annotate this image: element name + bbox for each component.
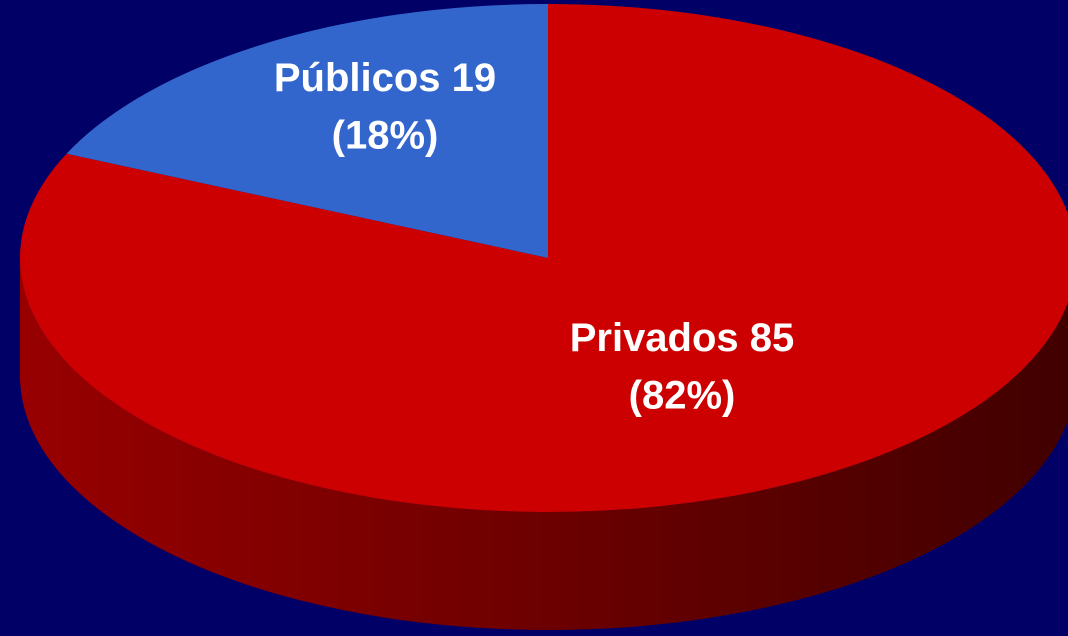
slice-label: Públicos 19 [274, 56, 496, 100]
percentage-label: (82%) [629, 374, 736, 418]
slice [20, 4, 1068, 512]
slice [66, 4, 549, 258]
slice-label: Privados 85 [570, 316, 795, 360]
category-label: Privados [570, 316, 739, 360]
percentage-label: (18%) [332, 114, 439, 158]
slice-side-shade [20, 258, 1068, 630]
value-label: 19 [452, 56, 497, 100]
category-label: Públicos [274, 56, 441, 100]
value-label: 85 [750, 316, 795, 360]
